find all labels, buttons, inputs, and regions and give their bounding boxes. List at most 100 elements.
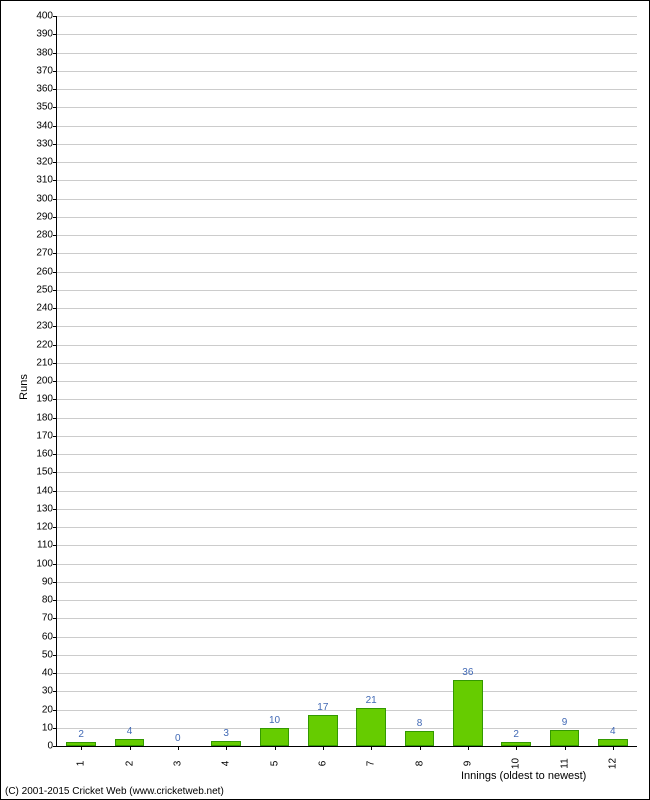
gridline [57,326,637,327]
x-tick [130,746,131,750]
x-tick-label: 6 [317,761,328,767]
y-tick-label: 280 [36,230,57,241]
y-tick-label: 60 [42,631,57,642]
x-tick [420,746,421,750]
x-tick-label: 9 [462,761,473,767]
gridline [57,655,637,656]
gridline [57,600,637,601]
gridline [57,637,637,638]
x-tick [275,746,276,750]
x-tick [468,746,469,750]
y-axis-title: Runs [18,374,30,400]
x-tick [613,746,614,750]
y-tick-label: 320 [36,157,57,168]
gridline [57,381,637,382]
x-tick-label: 12 [607,758,618,769]
x-tick-label: 5 [269,761,280,767]
y-tick-label: 220 [36,339,57,350]
x-tick [565,746,566,750]
gridline [57,71,637,72]
y-tick-label: 70 [42,613,57,624]
bar [453,680,483,746]
bar-value-label: 4 [610,726,616,737]
copyright-text: (C) 2001-2015 Cricket Web (www.cricketwe… [5,786,224,797]
bar [260,728,290,746]
y-tick-label: 150 [36,467,57,478]
y-tick-label: 230 [36,321,57,332]
gridline [57,290,637,291]
bar-value-label: 10 [269,715,280,726]
bar [598,739,628,746]
gridline [57,162,637,163]
gridline [57,436,637,437]
bar [405,731,435,746]
gridline [57,199,637,200]
gridline [57,454,637,455]
x-tick-label: 7 [366,761,377,767]
y-tick-label: 170 [36,430,57,441]
x-tick [323,746,324,750]
y-tick-label: 140 [36,485,57,496]
x-axis-title: Innings (oldest to newest) [461,770,586,782]
bar-value-label: 17 [317,702,328,713]
y-tick-label: 0 [47,741,57,752]
x-tick [226,746,227,750]
bar-value-label: 8 [417,718,423,729]
bar-value-label: 21 [366,695,377,706]
y-tick-label: 120 [36,522,57,533]
gridline [57,618,637,619]
y-tick-label: 130 [36,503,57,514]
y-tick-label: 30 [42,686,57,697]
y-tick-label: 210 [36,357,57,368]
x-tick [371,746,372,750]
gridline [57,34,637,35]
bar-value-label: 36 [462,667,473,678]
gridline [57,527,637,528]
gridline [57,418,637,419]
gridline [57,16,637,17]
gridline [57,545,637,546]
y-tick-label: 100 [36,558,57,569]
gridline [57,491,637,492]
y-tick-label: 20 [42,704,57,715]
bar [308,715,338,746]
y-tick-label: 190 [36,394,57,405]
gridline [57,673,637,674]
gridline [57,272,637,273]
gridline [57,89,637,90]
y-tick-label: 50 [42,649,57,660]
gridline [57,53,637,54]
y-tick-label: 370 [36,65,57,76]
y-tick-label: 380 [36,47,57,58]
x-tick [516,746,517,750]
y-tick-label: 90 [42,576,57,587]
bar-value-label: 0 [175,733,181,744]
y-tick-label: 260 [36,266,57,277]
y-tick-label: 340 [36,120,57,131]
y-tick-label: 110 [37,540,57,551]
bar-value-label: 3 [223,728,229,739]
y-tick-label: 240 [36,303,57,314]
bar-value-label: 2 [78,729,84,740]
bar-value-label: 2 [513,729,519,740]
y-tick-label: 250 [36,284,57,295]
x-tick [81,746,82,750]
x-tick-label: 8 [414,761,425,767]
gridline [57,582,637,583]
gridline [57,308,637,309]
bar [550,730,580,746]
y-tick-label: 400 [36,11,57,22]
gridline [57,126,637,127]
x-tick-label: 2 [124,761,135,767]
y-tick-label: 270 [36,248,57,259]
y-tick-label: 290 [36,211,57,222]
gridline [57,107,637,108]
bar [356,708,386,746]
y-tick-label: 160 [36,449,57,460]
gridline [57,399,637,400]
x-tick [178,746,179,750]
x-tick-label: 11 [559,758,570,768]
plot-area: 0102030405060708090100110120130140150160… [56,16,637,747]
gridline [57,509,637,510]
y-tick-label: 200 [36,376,57,387]
